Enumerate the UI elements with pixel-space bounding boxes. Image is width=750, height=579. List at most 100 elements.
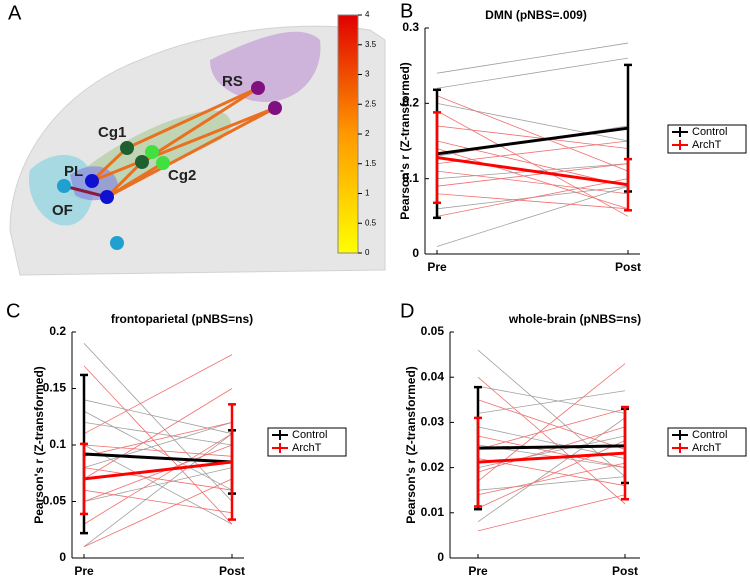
error-bar [621,405,629,501]
subject-line [477,385,626,414]
panel-label: B [400,0,413,22]
mean-line [477,451,626,464]
error-bar [433,111,441,205]
colorbar-tick-label: 2.5 [365,99,377,108]
x-tick-label: Post [612,564,638,578]
y-tick-label: 0.05 [43,494,67,508]
colorbar-tick-label: 0.5 [365,218,377,227]
colorbar-tick-label: 4 [365,10,370,19]
node-label: RS [222,73,243,90]
y-tick-label: 0.2 [49,324,66,338]
legend-label: Control [692,126,727,138]
subject-line [477,462,626,496]
y-tick-label: 0.05 [421,324,445,338]
legend-label: ArchT [292,442,322,454]
subject-line [83,467,233,502]
y-tick-label: 0.15 [43,381,67,395]
subject-line [477,390,626,414]
y-tick-label: 0 [412,246,419,260]
y-tick-label: 0.02 [421,460,445,474]
subject-line [83,388,233,480]
subject-line [477,440,626,509]
y-tick-label: 0.1 [49,437,66,451]
x-tick-label: Pre [74,564,94,578]
subject-line [83,433,233,548]
subject-line [83,422,233,457]
colorbar-tick-label: 1 [365,189,370,198]
legend-label: Control [692,429,727,441]
subject-line [477,435,626,468]
subject-line [477,376,626,505]
subject-line [83,343,233,502]
chart-title: frontoparietal (pNBS=ns) [111,312,253,326]
subject-line [477,458,626,487]
y-tick-label: 0 [59,550,66,564]
subject-line [83,399,233,435]
y-tick-label: 0.2 [402,96,419,110]
mean-line [83,452,233,464]
y-axis-label: Pearson's r (Z-transformed) [398,62,412,220]
x-tick-label: Pre [468,564,488,578]
subject-line [436,178,629,217]
colorbar-tick-label: 2 [365,129,370,138]
y-tick-label: 0 [437,550,444,564]
subject-line [477,494,626,532]
chart-title: whole-brain (pNBS=ns) [508,312,641,326]
brain-image [8,10,388,280]
legend-label: ArchT [692,139,722,151]
subject-line [436,170,629,195]
subject-line [436,95,629,172]
subject-line [477,476,626,491]
x-tick-label: Pre [427,260,447,274]
node-label: PL [64,163,83,180]
panel-label: A [8,2,22,24]
error-bar [80,442,88,516]
y-tick-label: 0.04 [421,369,445,383]
mean-line [436,126,629,156]
x-tick-label: Post [219,564,245,578]
subject-line [83,433,233,525]
subject-line [83,478,233,548]
error-bar [228,403,236,521]
y-tick-label: 0.1 [402,171,419,185]
subject-line [436,185,629,247]
subject-line [436,57,629,89]
subject-line [436,140,629,164]
legend-label: ArchT [692,442,722,454]
subject-line [436,148,629,210]
subject-line [477,426,626,473]
legend-label: Control [292,429,327,441]
subject-line [436,193,629,210]
node-label: Cg2 [168,167,196,184]
x-tick-label: Post [615,260,641,274]
subject-line [436,102,629,142]
colorbar-tick-label: 3 [365,70,370,79]
subject-line [83,444,233,502]
mean-line [436,156,629,187]
chart-title: DMN (pNBS=.009) [485,8,587,22]
node-label: Cg1 [98,124,126,141]
y-axis-label: Pearson's r (Z-transformed) [32,366,46,524]
y-tick-label: 0.3 [402,20,419,34]
subject-line [436,42,629,74]
subject-line [477,399,626,450]
mean-line [477,444,626,450]
colorbar-tick-label: 0 [365,248,370,257]
y-tick-label: 0.03 [421,415,445,429]
colorbar-tick-label: 3.5 [365,40,377,49]
subject-line [83,365,233,525]
subject-line [436,163,629,187]
subject-line [477,417,626,523]
subject-line [477,363,626,482]
y-tick-label: 0.01 [421,505,445,519]
error-bar [624,157,632,212]
subject-line [436,125,629,149]
error-bar [474,416,482,508]
panel-label: C [6,300,20,322]
node-label: OF [52,202,73,219]
subject-line [83,489,233,514]
colorbar-tick-label: 1.5 [365,159,377,168]
panel-label: D [400,300,414,322]
subject-line [83,354,233,435]
